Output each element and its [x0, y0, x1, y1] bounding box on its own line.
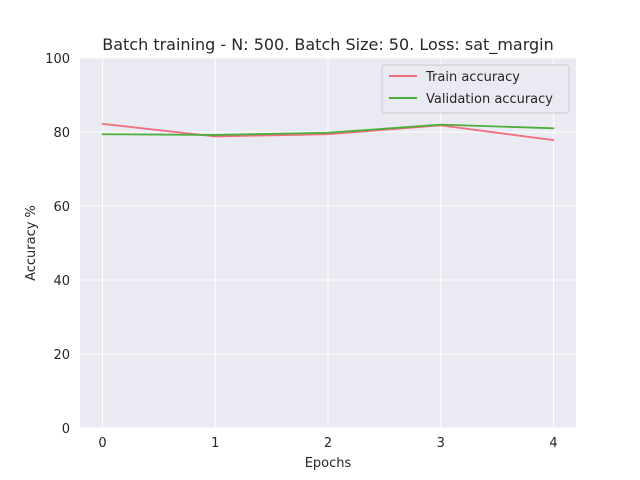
y-tick-label: 20 — [53, 348, 70, 363]
x-tick-label: 1 — [211, 436, 219, 451]
y-tick-label: 0 — [62, 422, 70, 437]
y-axis-label: Accuracy % — [24, 205, 39, 281]
x-tick-label: 2 — [324, 436, 332, 451]
chart-title: Batch training - N: 500. Batch Size: 50.… — [102, 35, 554, 55]
x-tick-label: 0 — [98, 436, 106, 451]
x-axis-label: Epochs — [305, 456, 352, 471]
legend-box — [381, 64, 570, 114]
y-tick-label: 80 — [53, 126, 70, 141]
x-tick-label: 3 — [437, 436, 445, 451]
legend: Train accuracy Validation accuracy — [381, 64, 570, 114]
x-tick-label: 4 — [549, 436, 557, 451]
y-tick-label: 40 — [53, 274, 70, 289]
y-tick-label: 100 — [45, 52, 70, 67]
series-lines — [101, 122, 555, 142]
legend-train-label: Train accuracy — [425, 70, 520, 85]
y-tick-label: 60 — [53, 200, 70, 215]
legend-validation-label: Validation accuracy — [426, 92, 553, 107]
